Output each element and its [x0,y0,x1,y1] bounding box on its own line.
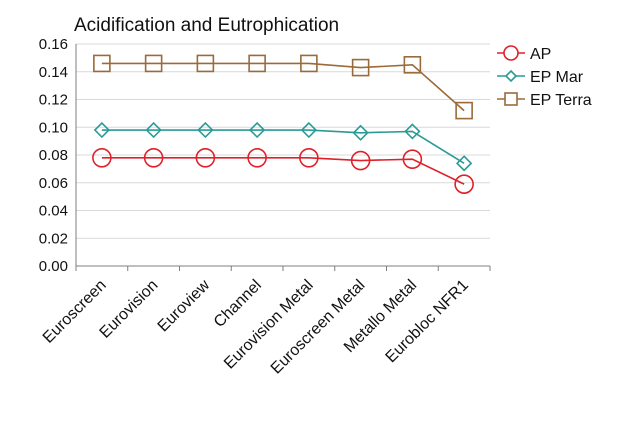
data-point [143,147,164,168]
x-tick-label: Eurovision Metal [221,277,317,373]
data-point [300,54,318,73]
series-line [101,62,465,112]
data-point [352,124,369,141]
axes: 0.00 0.02 0.04 0.06 0.08 0.10 0.12 0.14 0.16 Euro… [39,36,491,378]
legend-entry: EP Mar [497,69,584,86]
x-tick-label: Euroscreen Metal [268,277,369,378]
data-point [247,147,267,168]
series-ep-terra [93,54,473,120]
y-tick-label: 0.00 [39,258,68,275]
data-point [351,58,370,77]
y-tick-label: 0.10 [39,119,68,136]
x-tick-label: Euroview [155,276,214,335]
y-tick-label: 0.12 [39,92,68,109]
data-point [92,147,112,168]
data-point [350,150,371,171]
x-tick-label: Channel [211,277,265,331]
data-point [454,174,474,194]
data-point [403,56,422,74]
y-tick-label: 0.04 [39,203,68,220]
legend-entry: EP Terra [497,92,592,109]
data-point [197,121,214,139]
data-point [455,155,473,172]
y-tick-label: 0.14 [39,64,68,81]
data-point [93,121,111,139]
legend-label: AP [530,46,551,63]
data-point [402,149,423,169]
y-tick-label: 0.08 [39,147,68,164]
data-point [248,121,266,139]
data-point [455,101,473,120]
series-line [101,129,465,165]
data-point [299,147,319,168]
data-point [195,147,216,168]
legend: AP EP Mar EP Terra [497,45,592,109]
data-point [404,123,421,140]
y-tick-label: 0.02 [39,230,68,247]
data-point [248,54,266,73]
series-group [92,54,474,194]
data-point [196,54,215,73]
legend-marker [503,45,519,61]
legend-marker [504,69,518,83]
legend-label: EP Terra [530,92,592,109]
y-tick-label: 0.06 [39,175,68,192]
legend-label: EP Mar [530,69,584,86]
data-point [93,54,111,73]
x-tick-label: Euroscreen [40,277,110,347]
data-point [300,121,318,139]
legend-entry: AP [497,45,551,63]
series-ep-mar [93,121,473,172]
data-point [145,121,162,139]
data-point [144,54,163,73]
chart-title: Acidification and Eutrophication [74,15,339,36]
y-tick-label: 0.16 [39,36,68,53]
legend-marker [504,92,518,106]
series-ap [92,147,474,194]
